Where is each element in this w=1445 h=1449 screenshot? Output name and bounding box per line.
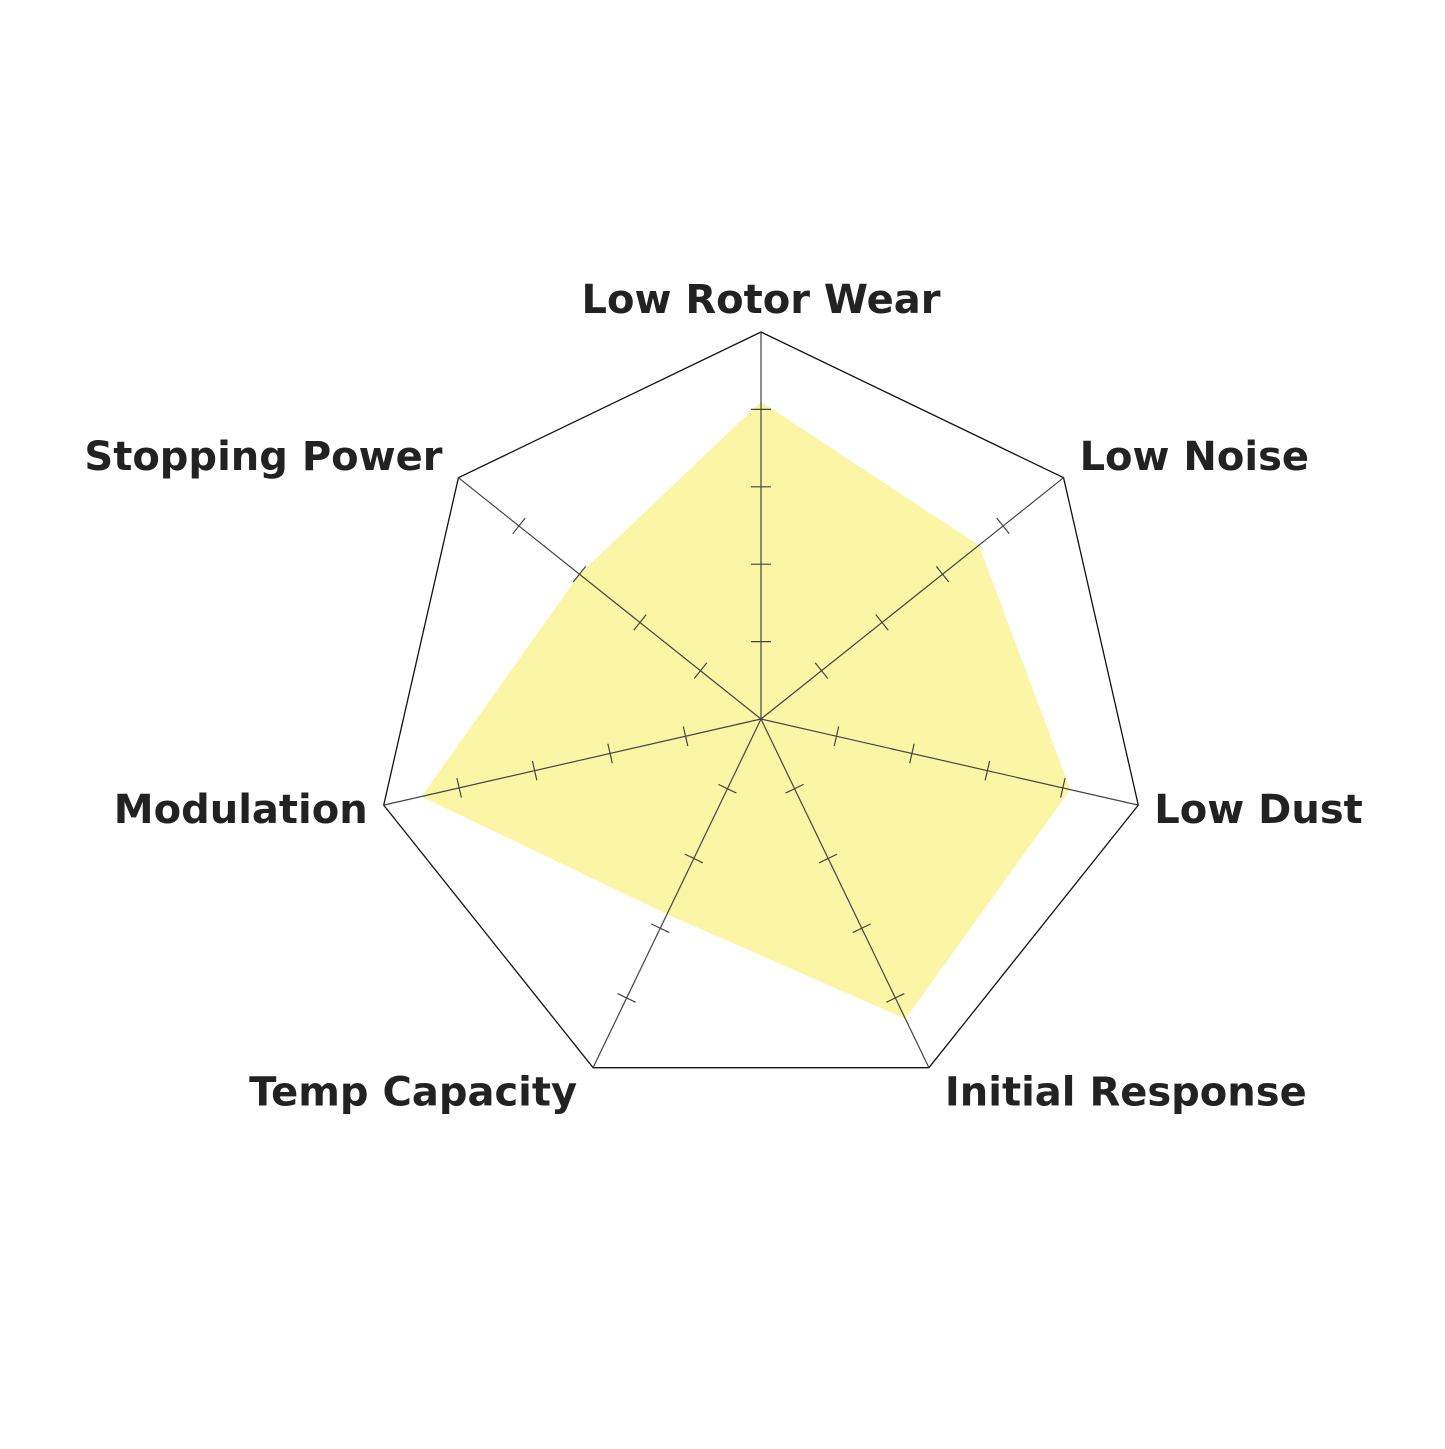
tick-mark [984,760,991,781]
axis-label: Low Rotor Wear [582,277,941,323]
tick-mark [684,853,704,864]
tick-mark [607,743,613,764]
tick-mark [875,614,889,631]
tick-mark [935,566,950,583]
tick-mark [818,853,838,864]
axis-label: Initial Response [945,1070,1307,1116]
tick-mark [785,783,804,794]
tick-mark [633,614,647,631]
axis-label: Stopping Power [84,434,442,480]
tick-mark [996,517,1010,535]
tick-mark [456,778,462,798]
axis-label: Low Dust [1154,787,1362,833]
axis-label: Modulation [114,787,368,833]
radar-frame [382,331,1140,1069]
axis-label: Low Noise [1080,434,1309,480]
spoke [760,477,1064,720]
spoke [458,477,762,720]
spoke [592,718,762,1068]
tick-mark [886,993,905,1003]
tick-mark [617,993,636,1003]
tick-mark [531,760,538,781]
tick-mark [852,923,872,934]
spoke [760,718,930,1068]
tick-mark [693,662,708,679]
tick-mark [512,517,526,535]
spoke [383,718,762,806]
tick-mark [682,726,689,747]
tick-mark [909,743,915,764]
tick-mark [572,566,587,583]
axis-label: Temp Capacity [249,1070,577,1116]
tick-mark [1060,778,1066,798]
tick-mark [814,662,829,679]
data-area [421,401,1071,1019]
tick-mark [650,923,670,934]
spoke [760,718,1139,806]
tick-mark [718,783,737,794]
tick-mark [833,726,840,747]
